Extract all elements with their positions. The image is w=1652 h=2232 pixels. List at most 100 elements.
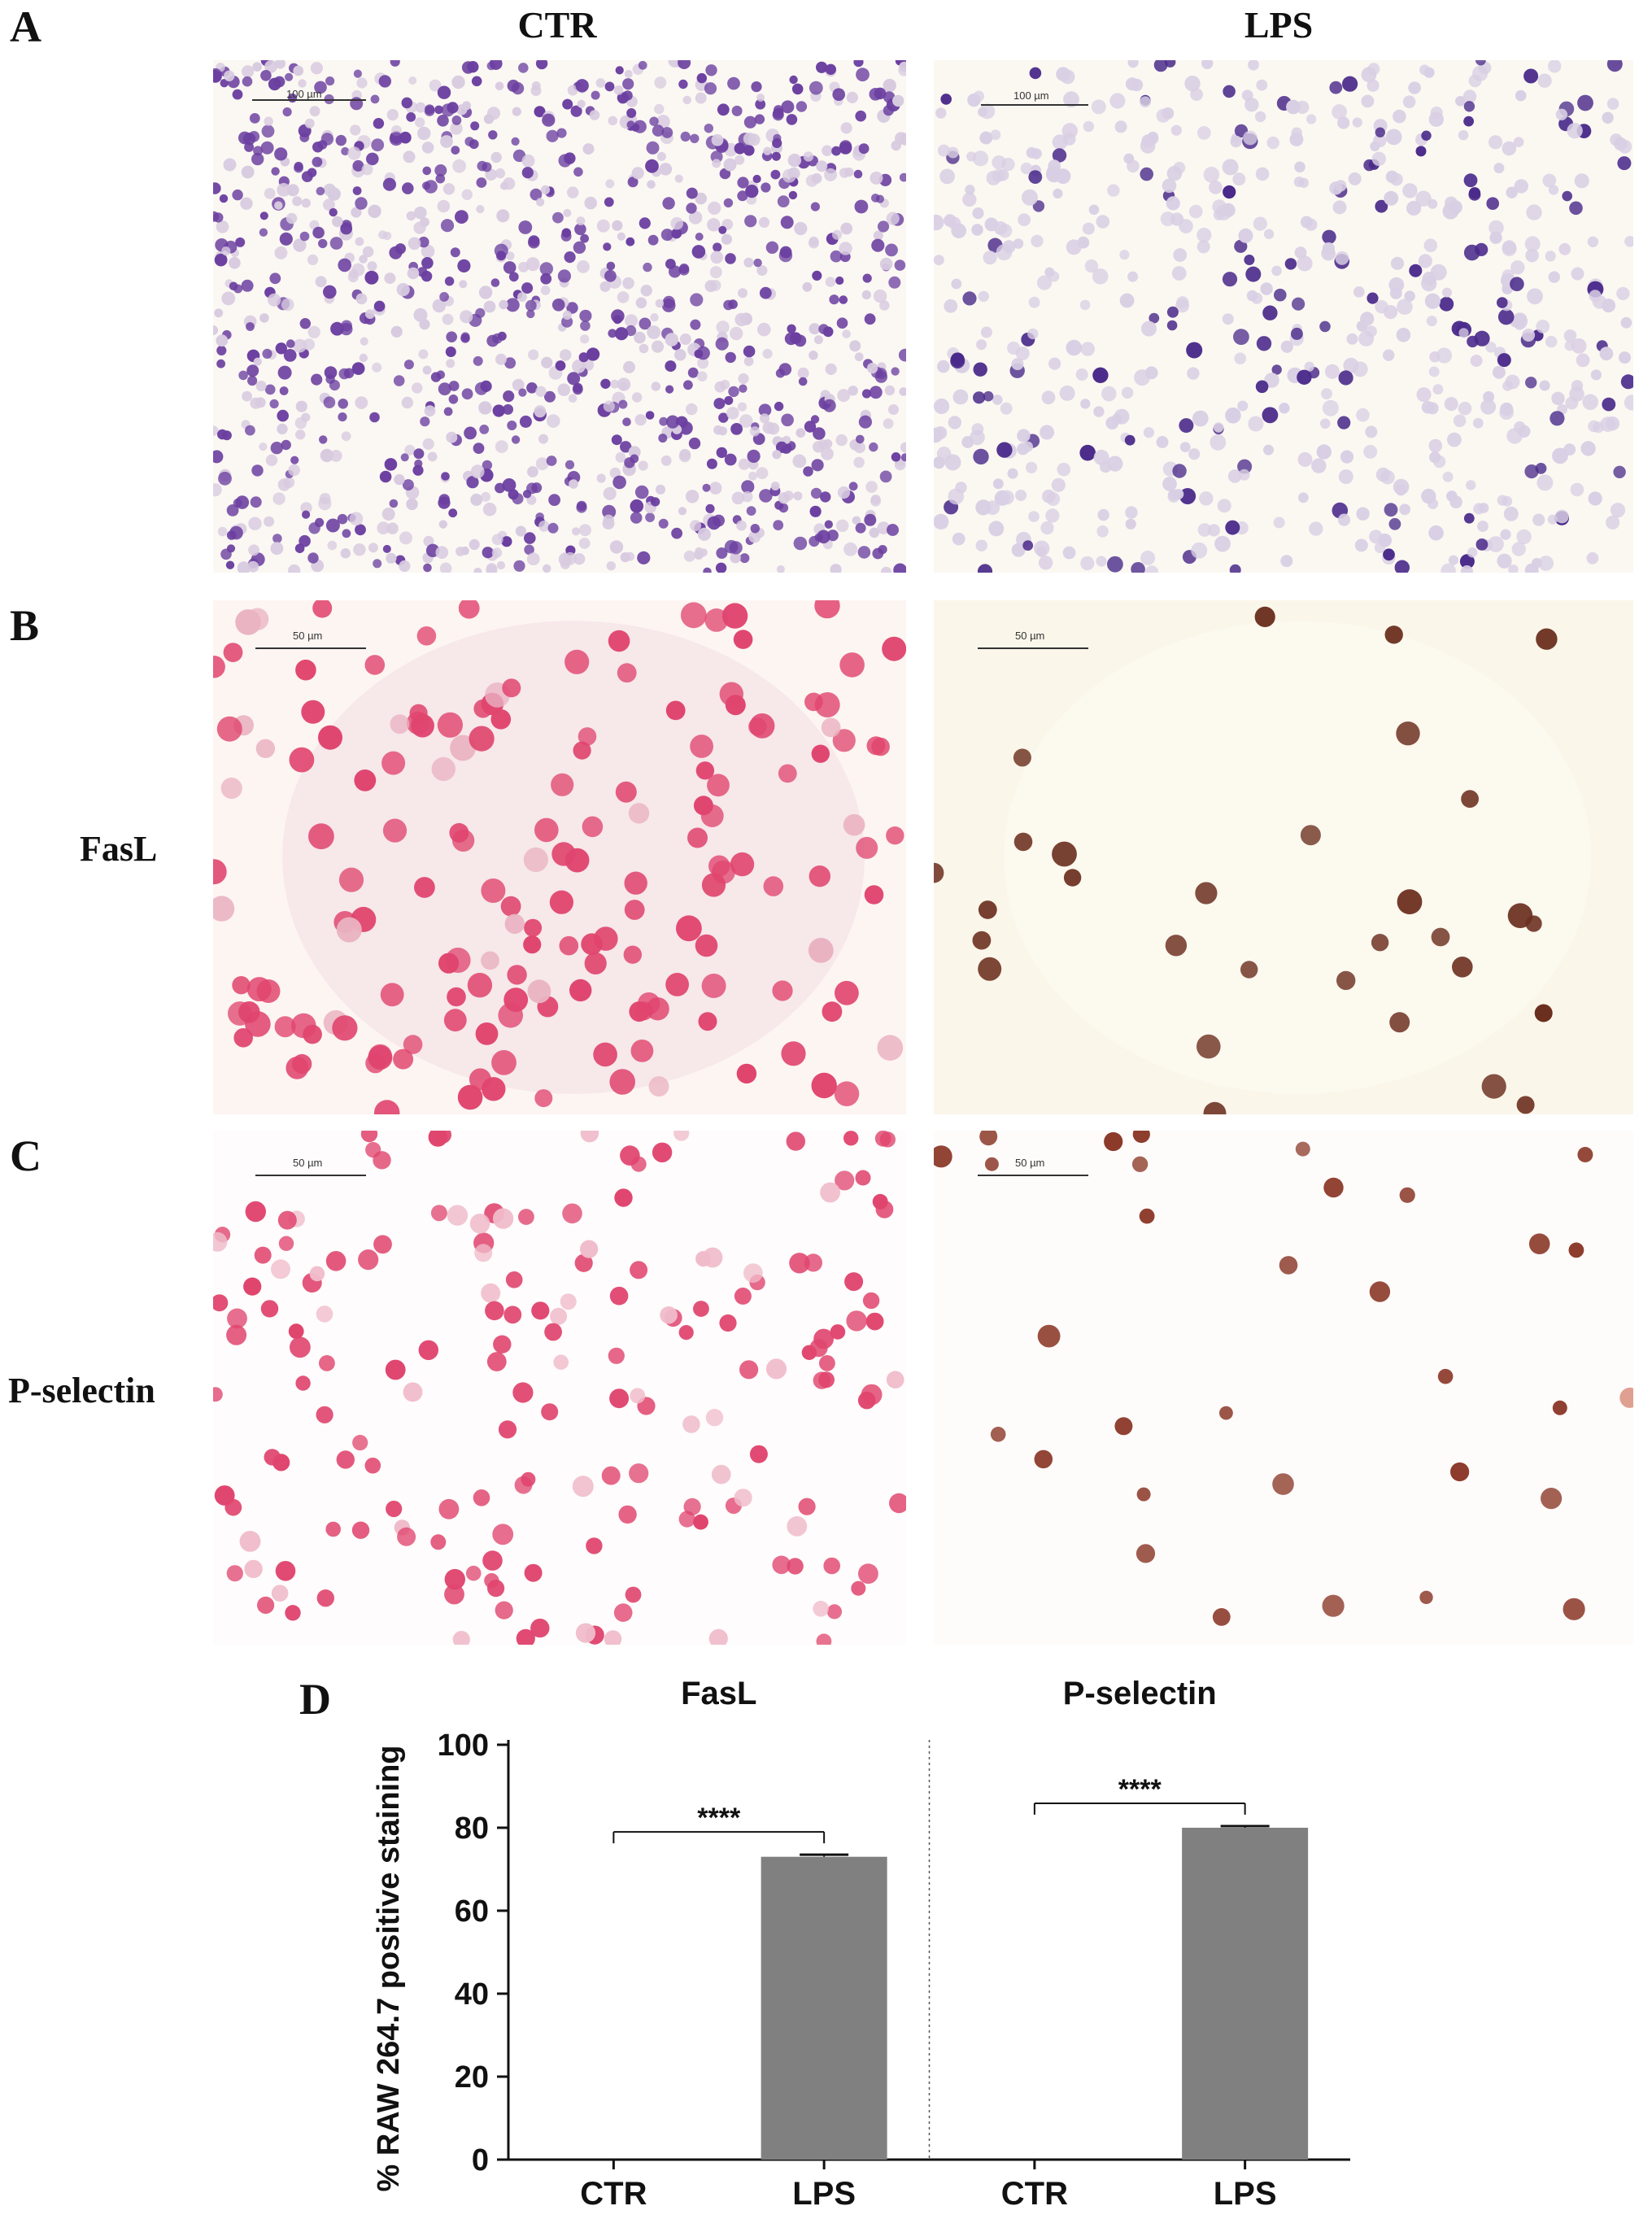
cell [775, 441, 788, 453]
cell [846, 1310, 867, 1332]
cell [511, 137, 520, 146]
cell [862, 1292, 880, 1310]
cell [1225, 408, 1241, 424]
cell [262, 348, 272, 359]
cell [808, 938, 834, 963]
cell [1063, 91, 1079, 107]
cell [1441, 563, 1456, 573]
cell [632, 392, 643, 403]
cell [288, 464, 300, 477]
cell [1577, 94, 1593, 111]
row-label-fasl: FasL [80, 829, 158, 869]
cell [1497, 495, 1508, 506]
cell [749, 426, 761, 437]
scale-bar-c-ctr [255, 1175, 366, 1176]
cell [625, 314, 639, 328]
cell [992, 478, 1004, 490]
cell [1079, 299, 1091, 311]
cell [573, 741, 591, 760]
cell [541, 356, 553, 368]
cell [272, 534, 282, 543]
cell [614, 1188, 633, 1207]
cell [548, 494, 560, 506]
cell [562, 310, 572, 320]
cell [1237, 400, 1249, 412]
cell [332, 216, 343, 228]
cell [809, 505, 822, 517]
cell [422, 438, 434, 450]
cell [492, 404, 505, 417]
cell [1408, 81, 1421, 94]
scale-label-b-lps: 50 µm [1015, 630, 1045, 642]
cell [741, 480, 755, 494]
micrograph-c-lps: 50 µm [934, 1131, 1633, 1645]
cell [639, 317, 652, 330]
cell [708, 201, 721, 215]
cell [473, 1489, 490, 1506]
scale-label-a-lps: 100 µm [1013, 89, 1049, 102]
cell [1048, 159, 1061, 172]
cell [711, 133, 724, 146]
cell [418, 1340, 438, 1360]
cell [534, 1089, 553, 1108]
cell [813, 1328, 834, 1349]
cell [332, 1015, 358, 1041]
cell [882, 636, 906, 661]
cell [355, 197, 368, 210]
cell [560, 349, 572, 361]
cell [1588, 491, 1602, 506]
cell [979, 1131, 998, 1146]
cell [858, 143, 870, 155]
cell [659, 163, 673, 176]
cell [1332, 104, 1347, 120]
cell [715, 562, 727, 573]
cell [1463, 101, 1475, 112]
cell [233, 284, 243, 294]
group-title: FasL [681, 1676, 756, 1711]
cell [758, 403, 772, 416]
cell [812, 270, 822, 281]
cell [665, 259, 676, 269]
cell [325, 76, 335, 86]
cell [739, 1360, 759, 1380]
cell [1114, 408, 1130, 425]
cell [1508, 565, 1519, 573]
cell [524, 544, 534, 556]
cell [379, 470, 392, 483]
cell [1480, 399, 1497, 415]
cell [1243, 130, 1258, 146]
cell [1266, 136, 1279, 150]
cell [1304, 361, 1314, 372]
cell [934, 862, 944, 883]
cell [686, 187, 698, 199]
cell [832, 729, 856, 752]
cell [330, 321, 344, 336]
cell [385, 1359, 406, 1380]
cell [415, 117, 425, 128]
cell [693, 1514, 708, 1530]
cell [670, 216, 683, 230]
cell [535, 60, 548, 70]
panel-label-a: A [10, 2, 41, 51]
cell [457, 1084, 483, 1110]
cell [698, 1012, 717, 1031]
cell [671, 527, 682, 539]
cell [843, 542, 858, 556]
cell [708, 482, 722, 495]
cell [482, 460, 493, 471]
cell [712, 159, 721, 168]
cell [1602, 397, 1616, 412]
cell [406, 112, 416, 122]
cell [939, 168, 955, 185]
cell [1114, 1417, 1133, 1436]
cell [528, 349, 539, 360]
scale-bar-b-ctr [255, 647, 366, 649]
cell [1176, 296, 1189, 309]
cell [368, 543, 378, 553]
cell [625, 551, 634, 561]
cell [299, 534, 311, 547]
cell [1390, 256, 1405, 270]
cell [944, 454, 961, 471]
cell [1528, 1233, 1550, 1254]
cell [870, 495, 881, 507]
